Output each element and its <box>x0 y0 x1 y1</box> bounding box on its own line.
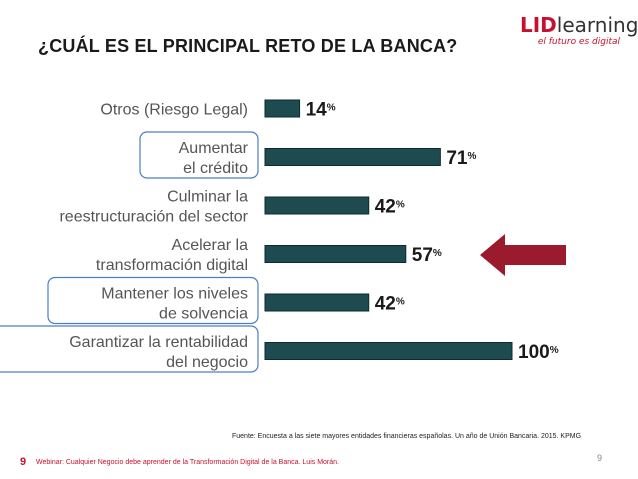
bar-1 <box>264 148 441 166</box>
lidlearning-logo: LIDlearning el futuro es digital <box>520 13 638 47</box>
logo-wordmark: LIDlearning <box>520 13 638 37</box>
value-label: 42% <box>375 197 405 218</box>
value-label: 100% <box>518 342 559 363</box>
bar-2 <box>264 196 370 215</box>
value-label: 42% <box>375 294 405 315</box>
logo-brand-gray: learning <box>556 13 638 37</box>
category-label: Aumentar <box>179 140 249 157</box>
category-label: del negocio <box>166 354 248 371</box>
value-label: 71% <box>446 148 476 169</box>
category-label: reestructuración del sector <box>59 209 248 226</box>
category-highlight-box <box>0 325 259 373</box>
bar-3 <box>264 245 407 263</box>
footer-text: Webinar: Cualquier Negocio debe aprender… <box>36 459 339 466</box>
footer-number: 9 <box>20 456 27 468</box>
bar-5 <box>264 342 513 360</box>
category-label: Mantener los niveles <box>101 286 248 303</box>
page-number: 9 <box>597 453 603 463</box>
category-label: el crédito <box>183 160 248 177</box>
logo-brand-red: LID <box>520 13 557 37</box>
category-highlight-box <box>47 276 259 325</box>
pointer-arrow-icon <box>480 234 566 276</box>
logo-tagline: el futuro es digital <box>537 37 620 47</box>
category-label: Garantizar la rentabilidad <box>69 334 248 351</box>
value-label: 57% <box>412 245 442 266</box>
slide-title: ¿CUÁL ES EL PRINCIPAL RETO DE LA BANCA? <box>38 36 458 56</box>
category-label: de solvencia <box>159 306 248 323</box>
source-note: Fuente: Encuesta a las siete mayores ent… <box>232 433 582 440</box>
value-label: 14% <box>306 100 336 121</box>
category-label: Acelerar la <box>172 237 249 254</box>
bar-4 <box>264 293 370 312</box>
category-label: transformación digital <box>96 257 248 274</box>
bar-0 <box>264 99 301 118</box>
category-highlight-box <box>139 131 259 179</box>
category-label: Culminar la <box>167 189 248 206</box>
category-label: Otros (Riesgo Legal) <box>100 102 248 119</box>
